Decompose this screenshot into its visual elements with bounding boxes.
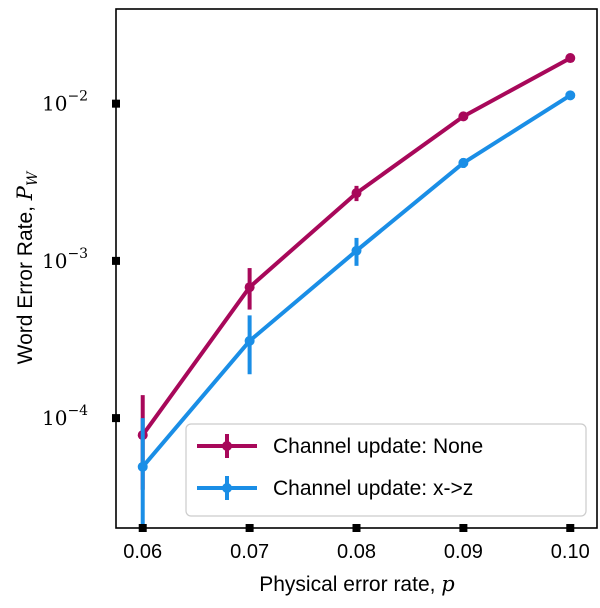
data-point: [137, 461, 148, 472]
x-tick-label: 0.06: [123, 541, 162, 563]
y-axis-label: Word Error Rate, PW: [13, 170, 41, 364]
data-point: [351, 188, 362, 199]
legend-label-none: Channel update: None: [273, 435, 483, 458]
series-1: [137, 53, 576, 490]
legend-label-xz: Channel update: x->z: [273, 477, 473, 500]
series-layer: [137, 53, 576, 528]
legend-entry-xz: Channel update: x->z: [197, 476, 473, 500]
x-tick-label: 0.08: [337, 541, 376, 563]
y-tick-label: 10−4: [42, 403, 88, 430]
legend-marker-xz: [222, 483, 232, 493]
y-tick: [112, 99, 120, 108]
data-point: [244, 282, 255, 293]
legend-box: [185, 423, 587, 517]
x-tick: [459, 524, 468, 532]
y-tick-label: 10−3: [42, 246, 88, 273]
x-tick: [352, 524, 361, 532]
data-point: [244, 335, 255, 346]
y-tick: [112, 414, 120, 423]
x-tick-label: 0.07: [230, 541, 269, 563]
data-point: [565, 90, 576, 101]
series-2: [137, 90, 576, 528]
legend-entry-none: Channel update: None: [197, 434, 483, 458]
data-point: [565, 53, 576, 64]
x-tick: [566, 524, 575, 532]
x-tick: [138, 524, 147, 532]
y-tick-label: 10−2: [42, 89, 88, 116]
x-tick-label: 0.10: [551, 541, 590, 563]
x-tick-label: 0.09: [444, 541, 483, 563]
data-point: [458, 157, 469, 168]
series-line: [141, 93, 572, 469]
x-axis-label: Physical error rate, p: [259, 572, 455, 596]
y-tick: [112, 256, 120, 265]
legend-marker-none: [222, 441, 232, 451]
data-point: [351, 245, 362, 256]
data-point: [458, 111, 469, 122]
ticks-layer: 0.06 0.07 0.08 0.09 0.10 10−4 10−3 10−2: [42, 89, 590, 563]
x-tick: [245, 524, 254, 532]
legend: Channel update: None Channel update: x->…: [185, 423, 587, 517]
